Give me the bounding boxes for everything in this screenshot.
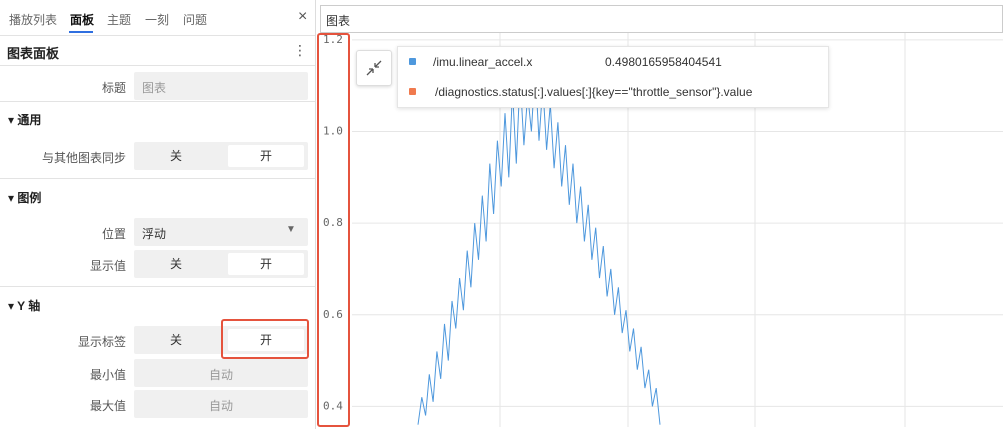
tab-underline xyxy=(69,31,93,33)
placeholder: 自动 xyxy=(208,368,233,382)
tab[interactable]: 主题 xyxy=(107,13,132,27)
number-input[interactable]: 自动 xyxy=(134,359,308,387)
legend-label: /imu.linear_accel.x xyxy=(433,55,533,69)
chart-title-bar[interactable]: 图表 xyxy=(320,5,1003,33)
legend-label: /diagnostics.status[:].values[:]{key=="t… xyxy=(435,85,753,99)
toggle-option-selected[interactable]: 开 xyxy=(228,145,304,167)
y-tick-label: 0.6 xyxy=(323,308,343,321)
divider xyxy=(0,286,315,287)
tab-active[interactable]: 面板 xyxy=(70,13,95,27)
field-label: 与其他图表同步 xyxy=(41,151,126,165)
divider xyxy=(0,178,315,179)
text-input[interactable]: 图表 xyxy=(134,72,308,100)
section-name: 通用 xyxy=(17,113,42,127)
select-caret: ▼ xyxy=(286,224,296,235)
section-header[interactable]: ▾ 通用 xyxy=(8,113,42,127)
panel-title: 图表面板 xyxy=(7,46,60,61)
divider xyxy=(0,65,315,66)
tab[interactable]: 一刻 xyxy=(145,13,170,27)
toggle: 关 开 xyxy=(134,142,308,170)
select[interactable]: 浮动 ▼ xyxy=(134,218,308,246)
placeholder: 自动 xyxy=(208,399,233,413)
y-tick-label: 0.4 xyxy=(323,399,343,412)
settings-sidebar: 播放列表 面板 主题 一刻 问题 × 图表面板 ⋮ 标题 图表 ▾ 通用 与其他… xyxy=(0,0,316,429)
toggle-option[interactable]: 关 xyxy=(169,257,182,271)
legend-swatch xyxy=(409,58,416,65)
legend-item[interactable]: /imu.linear_accel.x 0.4980165958404541 xyxy=(409,54,829,72)
y-tick-label: 0.8 xyxy=(323,216,343,229)
divider xyxy=(0,35,315,36)
chart-title: 图表 xyxy=(326,14,351,28)
field-label: 标题 xyxy=(101,81,126,95)
toggle-option-selected[interactable]: 开 xyxy=(228,253,304,275)
select-value: 浮动 xyxy=(142,227,167,241)
legend-item[interactable]: /diagnostics.status[:].values[:]{key=="t… xyxy=(409,84,829,102)
toggle-option[interactable]: 关 xyxy=(169,149,182,163)
field-label: 最大值 xyxy=(89,399,126,413)
placeholder: 图表 xyxy=(142,81,167,95)
divider xyxy=(0,101,315,102)
tab[interactable]: 播放列表 xyxy=(9,13,58,27)
line-series xyxy=(417,67,661,425)
section-header[interactable]: ▾ Y 轴 xyxy=(8,299,41,313)
section-name: 图例 xyxy=(17,191,42,205)
number-input[interactable]: 自动 xyxy=(134,390,308,418)
y-tick-label: 1.0 xyxy=(323,125,343,138)
minimize-icon xyxy=(366,60,382,76)
chart: 1.2 1.0 0.8 0.6 0.4 xyxy=(317,33,1003,427)
field-label: 位置 xyxy=(101,227,126,241)
minimize-button[interactable] xyxy=(356,50,392,86)
legend: /imu.linear_accel.x 0.4980165958404541/di… xyxy=(397,46,829,108)
section-name: Y 轴 xyxy=(17,299,41,313)
field-label: 最小值 xyxy=(89,368,126,382)
y-tick-label: 1.2 xyxy=(323,33,343,46)
toggle-option[interactable]: 关 xyxy=(169,333,182,347)
y-axis-highlight xyxy=(317,33,350,427)
section-header[interactable]: ▾ 图例 xyxy=(8,191,42,205)
legend-swatch xyxy=(409,88,416,95)
menu-button[interactable]: ⋮ xyxy=(293,42,307,58)
highlight-box xyxy=(221,319,309,359)
field-label: 显示值 xyxy=(89,259,126,273)
field-label: 显示标签 xyxy=(77,335,126,349)
close-button[interactable]: × xyxy=(298,8,308,25)
toggle: 关 开 xyxy=(134,250,308,278)
tab[interactable]: 问题 xyxy=(183,13,208,27)
legend-value: 0.4980165958404541 xyxy=(605,55,722,69)
toggle-option-selected[interactable]: 开 xyxy=(228,329,304,351)
